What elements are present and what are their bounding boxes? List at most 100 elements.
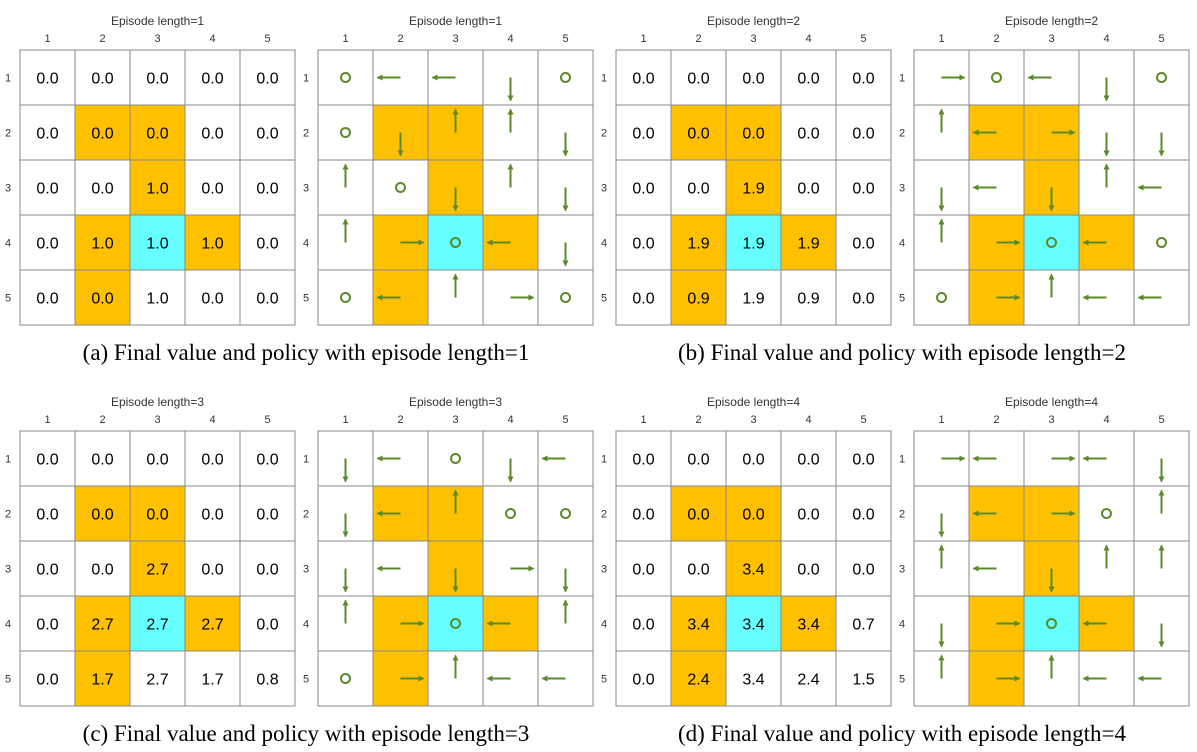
col-label: 1 [44, 414, 50, 426]
row-label: 4 [303, 238, 309, 250]
grid-cell-forbidden [129, 485, 186, 542]
col-label: 1 [640, 33, 646, 45]
grid-cell [780, 269, 837, 326]
grid-cell [835, 485, 892, 542]
row-label: 5 [303, 674, 309, 686]
state-value: 0.0 [797, 507, 819, 524]
grid-cell [725, 269, 782, 326]
grid-title: Episode length=3 [409, 395, 502, 409]
grid-cell-forbidden [725, 485, 782, 542]
value-grid-2: Episode length=3 1 2 3 4 5 1 2 3 4 5 0.0 0.0 0.0 0.0 0.… [5, 395, 296, 707]
grid-cell-forbidden [74, 214, 131, 271]
row-label: 4 [303, 619, 309, 631]
state-value: 2.4 [797, 672, 819, 689]
grid-cell [615, 650, 672, 707]
grid-cell [19, 430, 76, 487]
grid-cell [129, 269, 186, 326]
state-value: 0.0 [256, 126, 278, 143]
grid-cell-forbidden [74, 269, 131, 326]
grid-cell-forbidden [725, 104, 782, 161]
grid-cell-target [129, 214, 186, 271]
state-value: 0.0 [201, 562, 223, 579]
grid-cell [537, 49, 594, 106]
state-value: 0.0 [201, 181, 223, 198]
row-label: 3 [601, 564, 607, 576]
grid-cell-forbidden [129, 104, 186, 161]
state-value: 1.0 [146, 181, 168, 198]
state-value: 0.0 [632, 672, 654, 689]
grid-cell-forbidden [670, 214, 727, 271]
row-label: 5 [899, 293, 905, 305]
state-value: 0.0 [687, 126, 709, 143]
row-label: 4 [899, 238, 905, 250]
stay-circle-icon [560, 508, 571, 519]
row-label: 2 [601, 128, 607, 140]
state-value: 0.0 [632, 181, 654, 198]
grid-cell [129, 430, 186, 487]
row-label: 5 [303, 293, 309, 305]
row-label: 2 [601, 509, 607, 521]
grid-cell [74, 49, 131, 106]
grid-cell [317, 269, 374, 326]
grid-cell-target [427, 214, 484, 271]
state-value: 0.0 [36, 291, 58, 308]
row-label: 1 [899, 454, 905, 466]
state-value: 0.0 [852, 507, 874, 524]
col-label: 3 [452, 414, 458, 426]
state-value: 0.0 [91, 507, 113, 524]
grid-cell [317, 650, 374, 707]
col-label: 5 [860, 33, 866, 45]
state-value: 0.0 [36, 672, 58, 689]
row-label: 4 [5, 238, 11, 250]
col-label: 4 [209, 33, 215, 45]
col-label: 1 [44, 33, 50, 45]
state-value: 2.7 [146, 617, 168, 634]
policy-grid-3: Episode length=4 1 2 3 4 5 1 2 3 4 5 [899, 395, 1190, 707]
col-label: 4 [209, 414, 215, 426]
state-value: 0.0 [797, 562, 819, 579]
grid-cell [482, 485, 539, 542]
row-label: 1 [303, 73, 309, 85]
col-label: 4 [1103, 33, 1109, 45]
grid-cell [537, 269, 594, 326]
grid-cell [670, 159, 727, 216]
grid-cell [239, 104, 296, 161]
row-label: 2 [303, 128, 309, 140]
row-label: 3 [303, 183, 309, 195]
grid-title: Episode length=4 [1005, 395, 1098, 409]
state-value: 3.4 [742, 617, 764, 634]
grid-cell [1133, 214, 1190, 271]
grid-cell [19, 214, 76, 271]
state-value: 3.4 [797, 617, 819, 634]
col-label: 4 [805, 414, 811, 426]
grid-cell [537, 485, 594, 542]
stay-circle-icon [340, 72, 351, 83]
panel-caption: (d) Final value and policy with episode … [678, 721, 1126, 746]
row-label: 4 [601, 238, 607, 250]
grid-cell-forbidden [74, 485, 131, 542]
grid-cell [129, 650, 186, 707]
row-label: 2 [5, 128, 11, 140]
grid-cell [725, 430, 782, 487]
row-label: 3 [5, 564, 11, 576]
state-value: 1.7 [91, 672, 113, 689]
grid-cell [615, 214, 672, 271]
state-value: 0.0 [146, 71, 168, 88]
state-value: 1.9 [742, 181, 764, 198]
state-value: 0.0 [256, 562, 278, 579]
grid-cell [129, 49, 186, 106]
grid-cell [835, 214, 892, 271]
state-value: 0.0 [256, 507, 278, 524]
state-value: 1.0 [146, 291, 168, 308]
grid-cell [1078, 485, 1135, 542]
grid-cell [780, 104, 837, 161]
stay-circle-icon [395, 182, 406, 193]
state-value: 1.5 [852, 672, 874, 689]
grid-cell [725, 650, 782, 707]
row-label: 5 [601, 674, 607, 686]
col-label: 1 [938, 414, 944, 426]
grid-cell [1133, 49, 1190, 106]
state-value: 0.0 [36, 562, 58, 579]
row-label: 1 [899, 73, 905, 85]
state-value: 0.0 [256, 291, 278, 308]
